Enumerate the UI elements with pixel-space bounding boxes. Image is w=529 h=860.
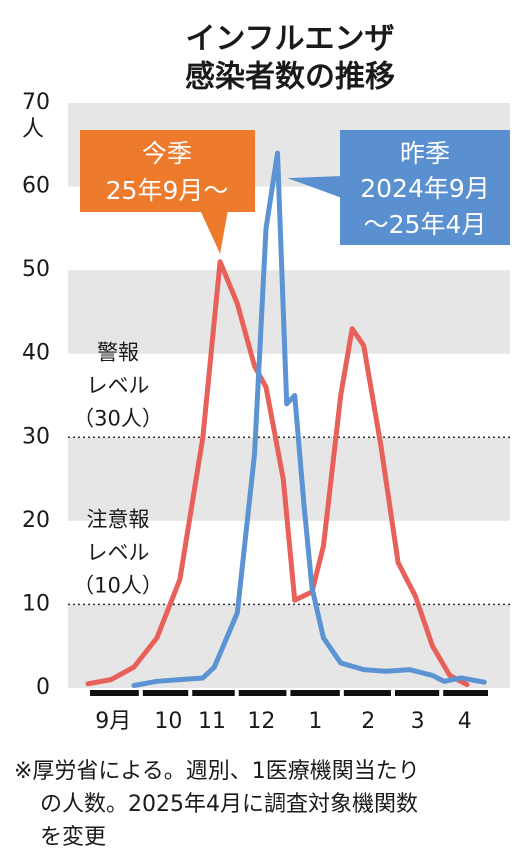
legend-box	[80, 130, 255, 212]
series-line	[85, 259, 470, 688]
x-tick-label: 12	[247, 709, 275, 734]
y-tick-label: 20	[22, 508, 50, 533]
threshold-label: レベル	[87, 373, 150, 397]
x-tick-label: 3	[411, 709, 425, 734]
x-tick-label: 1	[308, 709, 322, 734]
y-tick-label: 70	[22, 90, 50, 115]
y-tick-label: 30	[22, 424, 50, 449]
callout-pointer	[287, 176, 342, 198]
threshold-label: レベル	[87, 540, 150, 564]
grid-band	[68, 604, 510, 688]
y-tick-label: 40	[22, 341, 50, 366]
x-tick-bar	[142, 690, 189, 696]
grid-band	[68, 437, 510, 521]
x-tick-bar	[192, 690, 235, 696]
y-tick-label: 10	[22, 591, 50, 616]
threshold-label: （10人）	[73, 573, 163, 597]
legend-name: 今季	[142, 139, 192, 168]
x-tick-label: 11	[198, 709, 226, 734]
x-tick-bar	[290, 690, 340, 696]
y-tick-label: 0	[36, 675, 50, 700]
y-tick-label: 60	[22, 174, 50, 199]
x-tick-label: 10	[154, 709, 182, 734]
footnote: ※厚労省による。週別、1医療機関当たり	[14, 759, 420, 784]
y-unit: 人	[22, 117, 44, 142]
threshold-label: 警報	[97, 340, 139, 364]
series-line	[131, 150, 487, 688]
x-tick-bar	[443, 690, 488, 696]
threshold-label: （30人）	[73, 406, 163, 430]
legend-period: 25年9月〜	[106, 176, 229, 205]
x-tick-bar	[394, 690, 440, 696]
chart-title: インフルエンザ	[185, 22, 394, 57]
threshold-label: 注意報	[87, 507, 150, 531]
x-tick-label: 9月	[95, 709, 131, 734]
x-tick-label: 4	[458, 709, 472, 734]
x-tick-bar	[238, 690, 287, 696]
legend-name: 昨季	[400, 139, 450, 168]
grid-band	[68, 270, 510, 354]
y-tick-label: 50	[22, 257, 50, 282]
footnote: を変更	[40, 825, 106, 850]
legend-period: 2024年9月	[360, 174, 490, 203]
chart-title: 感染者数の推移	[185, 60, 395, 95]
x-tick-bar	[90, 690, 139, 696]
x-tick-label: 2	[361, 709, 375, 734]
x-tick-bar	[343, 690, 391, 696]
footnote: の人数。2025年4月に調査対象機関数	[40, 792, 418, 817]
callout-pointer	[200, 210, 228, 254]
legend-period: 〜25年4月	[364, 210, 487, 239]
legend-box	[340, 130, 510, 245]
